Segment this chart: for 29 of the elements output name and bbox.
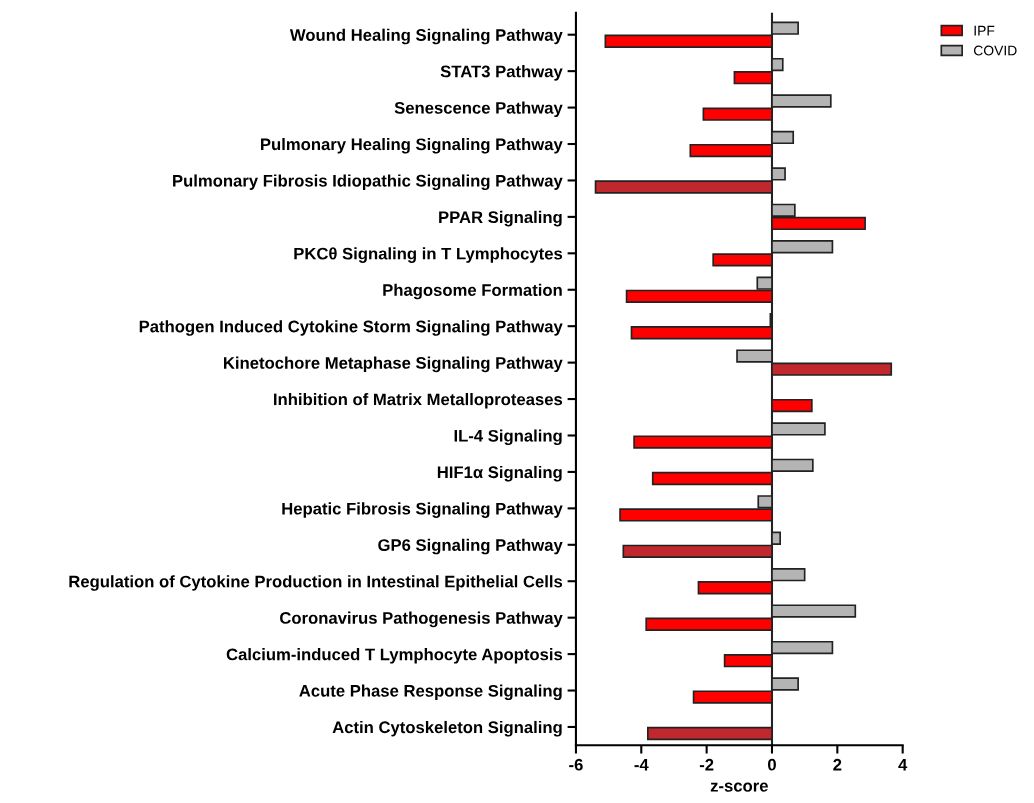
y-tick-label: STAT3 Pathway xyxy=(440,65,563,81)
y-tick-label: Inhibition of Matrix Metalloproteases xyxy=(274,393,563,409)
x-tick-label: -4 xyxy=(634,758,649,771)
legend-label: IPF xyxy=(974,25,995,36)
x-tick-label: -2 xyxy=(699,758,714,771)
y-tick-label: GP6 Signaling Pathway xyxy=(378,538,563,555)
x-axis-title: z-score xyxy=(710,782,768,792)
y-tick-label: PKCθ Signaling in T Lymphocytes xyxy=(294,247,563,263)
legend-label: COVID xyxy=(973,45,1017,56)
y-tick-label: Phagosome Formation xyxy=(383,283,562,300)
y-tick-label: IL-4 Signaling xyxy=(454,429,562,446)
y-tick-label: Coronavirus Pathogenesis Pathway xyxy=(280,611,563,628)
x-tick-label: 4 xyxy=(898,758,908,771)
y-tick-label: Acute Phase Response Signaling xyxy=(299,684,562,701)
y-tick-label: Pulmonary Healing Signaling Pathway xyxy=(261,137,563,154)
y-tick-label: Regulation of Cytokine Production in Intestinal Epithelial Cells xyxy=(69,575,563,591)
y-tick-label: Kinetochore Metaphase Signaling Pathway xyxy=(224,356,563,373)
y-tick-label: Hepatic Fibrosis Signaling Pathway xyxy=(282,502,563,518)
y-tick-label: Wound Healing Signaling Pathway xyxy=(289,28,563,45)
x-tick-label: 2 xyxy=(833,758,842,771)
y-tick-label: Calcium-induced T Lymphocyte Apoptosis xyxy=(226,648,563,664)
y-tick-label: PPAR Signaling xyxy=(439,210,562,227)
y-tick-label: HIF1α Signaling xyxy=(437,465,562,482)
x-tick-label: -6 xyxy=(569,758,583,771)
x-tick-label: 0 xyxy=(768,758,776,771)
y-tick-label: Actin Cytoskeleton Signaling xyxy=(332,720,562,737)
y-tick-label: Senescence Pathway xyxy=(394,101,563,118)
y-tick-label: Pathogen Induced Cytokine Storm Signaling Pathway xyxy=(139,320,563,336)
y-tick-label: Pulmonary Fibrosis Idiopathic Signaling Pathway xyxy=(173,174,563,191)
